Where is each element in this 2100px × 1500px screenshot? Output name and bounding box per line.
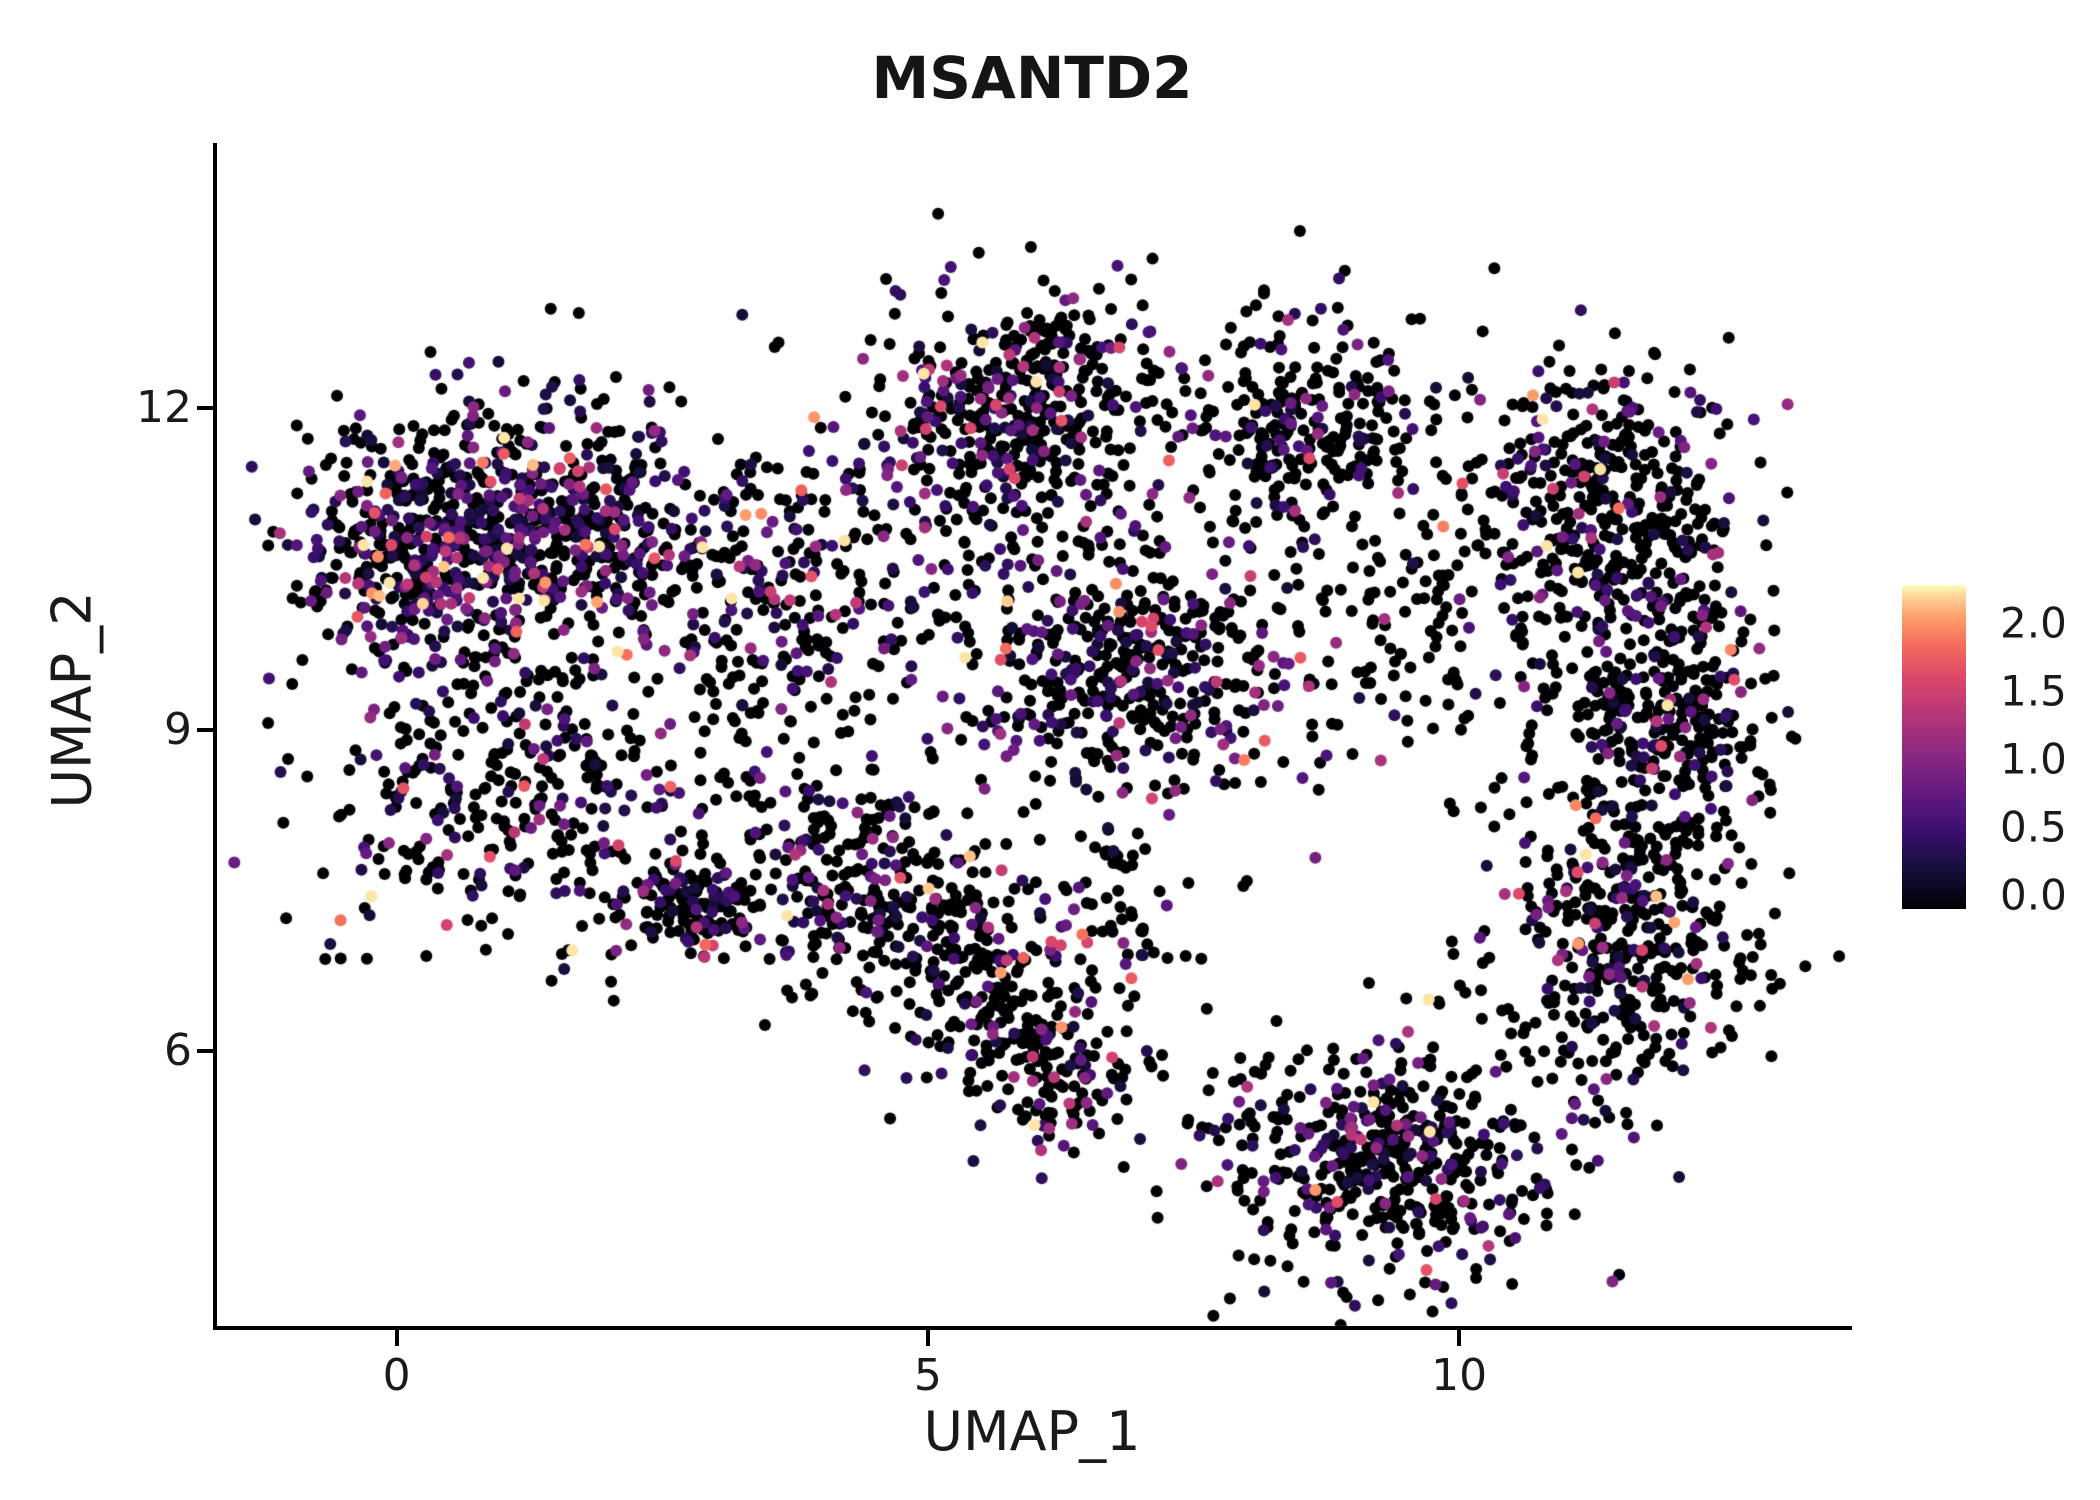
colorbar-tick-label-3: 0.5 bbox=[2000, 802, 2067, 852]
x-axis-line bbox=[213, 1326, 1852, 1330]
y-tick-label-1: 9 bbox=[164, 703, 192, 755]
tick-mark bbox=[925, 1330, 930, 1346]
y-tick-label-2: 6 bbox=[164, 1025, 192, 1077]
colorbar-tick-label-4: 0.0 bbox=[2000, 870, 2067, 920]
y-axis-title: UMAP_2 bbox=[40, 591, 104, 809]
x-axis-title: UMAP_1 bbox=[923, 1400, 1141, 1463]
colorbar-tick-label-1: 1.5 bbox=[2000, 666, 2067, 716]
colorbar-gradient bbox=[1902, 585, 1966, 909]
tick-mark bbox=[1457, 1330, 1462, 1346]
tick-mark bbox=[197, 405, 213, 410]
x-tick-label-1: 5 bbox=[913, 1350, 942, 1401]
plot-title: MSANTD2 bbox=[871, 44, 1193, 112]
colorbar-tick-label-0: 2.0 bbox=[2000, 598, 2067, 648]
colorbar-tick-label-2: 1.0 bbox=[2000, 734, 2067, 784]
tick-mark bbox=[197, 1049, 213, 1054]
tick-mark bbox=[394, 1330, 399, 1346]
y-tick-label-0: 12 bbox=[136, 381, 192, 433]
x-tick-label-0: 0 bbox=[382, 1350, 411, 1401]
tick-mark bbox=[197, 727, 213, 732]
x-tick-label-2: 10 bbox=[1431, 1350, 1488, 1401]
y-axis-line bbox=[213, 143, 217, 1330]
